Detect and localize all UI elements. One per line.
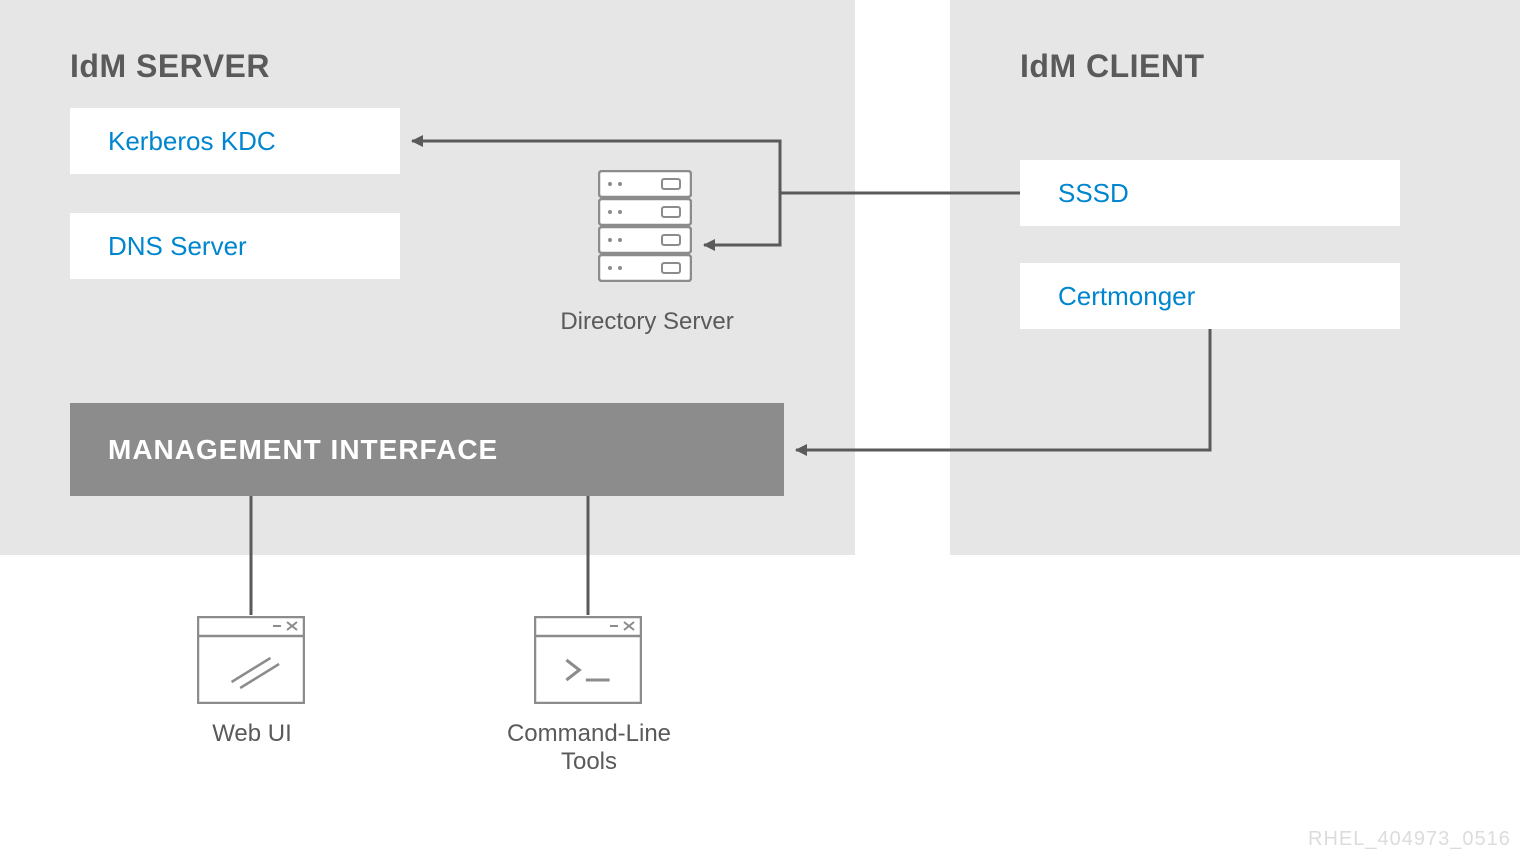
certmonger-box: Certmonger (1020, 263, 1400, 329)
footer-id: RHEL_404973_0516 (1308, 828, 1511, 851)
cli-label: Command-LineTools (503, 720, 675, 776)
sssd-label: SSSD (1058, 178, 1129, 209)
sssd-box: SSSD (1020, 160, 1400, 226)
directory-server-label: Directory Server (552, 308, 742, 336)
web-ui-icon (197, 616, 305, 704)
management-interface-label: MANAGEMENT INTERFACE (108, 434, 498, 466)
kerberos-box: Kerberos KDC (70, 108, 400, 174)
dns-label: DNS Server (108, 231, 247, 262)
directory-server-icon (598, 170, 692, 282)
server-panel-title: IdM SERVER (70, 48, 270, 85)
cli-icon (534, 616, 642, 704)
management-interface-bar: MANAGEMENT INTERFACE (70, 403, 784, 496)
web-ui-label: Web UI (212, 720, 292, 748)
kerberos-label: Kerberos KDC (108, 126, 276, 157)
dns-box: DNS Server (70, 213, 400, 279)
certmonger-label: Certmonger (1058, 281, 1195, 312)
client-panel-title: IdM CLIENT (1020, 48, 1205, 85)
